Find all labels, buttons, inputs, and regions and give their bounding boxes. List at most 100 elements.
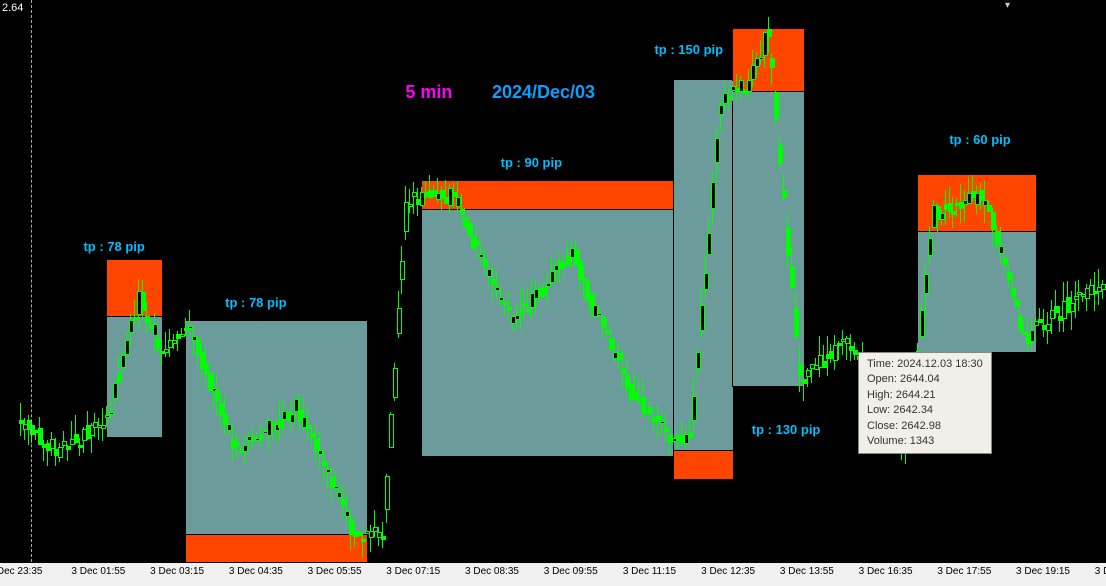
candle-body bbox=[924, 274, 929, 294]
tp-zone-cap bbox=[185, 534, 368, 564]
candle-body bbox=[385, 476, 390, 510]
candle-body bbox=[928, 238, 933, 256]
candle-body bbox=[798, 364, 803, 375]
candle-body bbox=[782, 190, 787, 198]
candle-body bbox=[790, 266, 795, 288]
candle-wick bbox=[964, 190, 965, 221]
tooltip-close: Close: 2642.98 bbox=[867, 419, 983, 434]
candle-body bbox=[1003, 258, 1008, 264]
tp-label: tp : 130 pip bbox=[752, 422, 821, 437]
candle-body bbox=[767, 29, 772, 38]
candle-body bbox=[664, 427, 669, 432]
candle-body bbox=[397, 308, 402, 334]
tooltip-volume: Volume: 1343 bbox=[867, 434, 983, 449]
tp-zone-cap bbox=[673, 450, 734, 480]
tooltip-high: High: 2644.21 bbox=[867, 388, 983, 403]
candle-body bbox=[66, 446, 71, 450]
candle-body bbox=[700, 305, 705, 331]
candle-body bbox=[707, 233, 712, 256]
candle-body bbox=[393, 368, 398, 398]
x-axis-tick: 3 Dec 13:55 bbox=[780, 566, 834, 577]
x-axis-tick: 3 Dec 20:35 bbox=[1095, 566, 1106, 577]
x-axis-tick: 3 Dec 16:35 bbox=[859, 566, 913, 577]
x-axis-tick: 3 Dec 03:15 bbox=[150, 566, 204, 577]
tp-zone-body bbox=[421, 208, 675, 457]
x-axis-tick: 3 Dec 05:55 bbox=[308, 566, 362, 577]
candle-wick bbox=[189, 310, 190, 336]
candle-wick bbox=[842, 330, 843, 355]
candle-wick bbox=[370, 525, 371, 552]
session-divider-line bbox=[31, 0, 32, 562]
candle-wick bbox=[98, 418, 99, 440]
candle-body bbox=[259, 435, 264, 438]
candle-wick bbox=[547, 271, 548, 305]
candle-body bbox=[692, 396, 697, 421]
candle-body bbox=[920, 310, 925, 337]
candle-body bbox=[696, 352, 701, 369]
chevron-down-icon[interactable]: ▾ bbox=[1005, 0, 1010, 11]
tooltip-open: Open: 2644.04 bbox=[867, 372, 983, 387]
candle-wick bbox=[374, 510, 375, 538]
x-axis-tick: 3 Dec 19:15 bbox=[1016, 566, 1070, 577]
candle-body bbox=[381, 536, 386, 540]
tp-label: tp : 150 pip bbox=[654, 42, 723, 57]
tp-zone-body bbox=[917, 230, 1037, 353]
candle-body bbox=[507, 307, 512, 310]
candle-body bbox=[999, 246, 1004, 254]
candle-body bbox=[235, 442, 240, 445]
candle-body bbox=[483, 259, 488, 267]
candle-wick bbox=[307, 406, 308, 440]
candle-wick bbox=[1043, 309, 1044, 336]
chart-timeframe-label: 5 min bbox=[405, 82, 452, 103]
candle-wick bbox=[134, 300, 135, 324]
candle-wick bbox=[409, 189, 410, 213]
candle-body bbox=[778, 145, 783, 164]
candle-body bbox=[389, 414, 394, 448]
x-axis-tick: 3 Dec 11:15 bbox=[623, 566, 676, 577]
candle-body bbox=[400, 261, 405, 280]
candle-body bbox=[704, 273, 709, 290]
candle-wick bbox=[956, 198, 957, 217]
tp-zone-body bbox=[732, 90, 805, 387]
candle-wick bbox=[413, 182, 414, 214]
tooltip-time: Time: 2024.12.03 18:30 bbox=[867, 357, 983, 372]
candle-body bbox=[1101, 284, 1106, 290]
tp-label: tp : 60 pip bbox=[949, 132, 1010, 147]
x-axis-tick: 3 Dec 01:55 bbox=[71, 566, 125, 577]
candle-body bbox=[774, 92, 779, 120]
x-axis-tick: 3 Dec 04:35 bbox=[229, 566, 283, 577]
candle-body bbox=[113, 383, 118, 399]
candle-body bbox=[546, 283, 551, 287]
x-axis-tick: 3 Dec 17:55 bbox=[937, 566, 991, 577]
candle-wick bbox=[327, 462, 328, 488]
candle-body bbox=[1030, 330, 1035, 343]
x-axis-tick: 3 Dec 09:55 bbox=[544, 566, 598, 577]
x-axis-tick: 3 Dec 12:35 bbox=[701, 566, 755, 577]
candle-wick bbox=[760, 40, 761, 64]
x-axis: Dec 23:35 3 Dec 01:55 3 Dec 03:15 3 Dec 04:… bbox=[0, 562, 1106, 586]
tp-label: tp : 78 pip bbox=[225, 295, 286, 310]
candle-body bbox=[711, 182, 716, 209]
candle-wick bbox=[728, 89, 729, 109]
candle-wick bbox=[110, 399, 111, 420]
candle-wick bbox=[496, 270, 497, 299]
candle-body bbox=[361, 539, 366, 542]
candle-wick bbox=[165, 332, 166, 358]
candle-body bbox=[109, 412, 114, 415]
ohlc-tooltip: Time: 2024.12.03 18:30 Open: 2644.04 Hig… bbox=[858, 352, 992, 454]
x-axis-tick: 3 Dec 07:15 bbox=[386, 566, 440, 577]
candle-wick bbox=[1078, 280, 1079, 311]
candle-wick bbox=[1055, 290, 1056, 319]
x-axis-tick: 3 Dec 08:35 bbox=[465, 566, 519, 577]
chart-date-label: 2024/Dec/03 bbox=[492, 82, 595, 103]
candle-wick bbox=[508, 291, 509, 317]
candle-wick bbox=[523, 285, 524, 320]
tooltip-low: Low: 2642.34 bbox=[867, 403, 983, 418]
candle-body bbox=[117, 374, 122, 382]
candle-body bbox=[715, 138, 720, 163]
tp-label: tp : 90 pip bbox=[501, 155, 562, 170]
candle-wick bbox=[362, 532, 363, 557]
price-corner-label: 2.64 bbox=[2, 2, 23, 14]
x-axis-tick: Dec 23:35 bbox=[0, 566, 42, 577]
candle-body bbox=[58, 447, 63, 457]
